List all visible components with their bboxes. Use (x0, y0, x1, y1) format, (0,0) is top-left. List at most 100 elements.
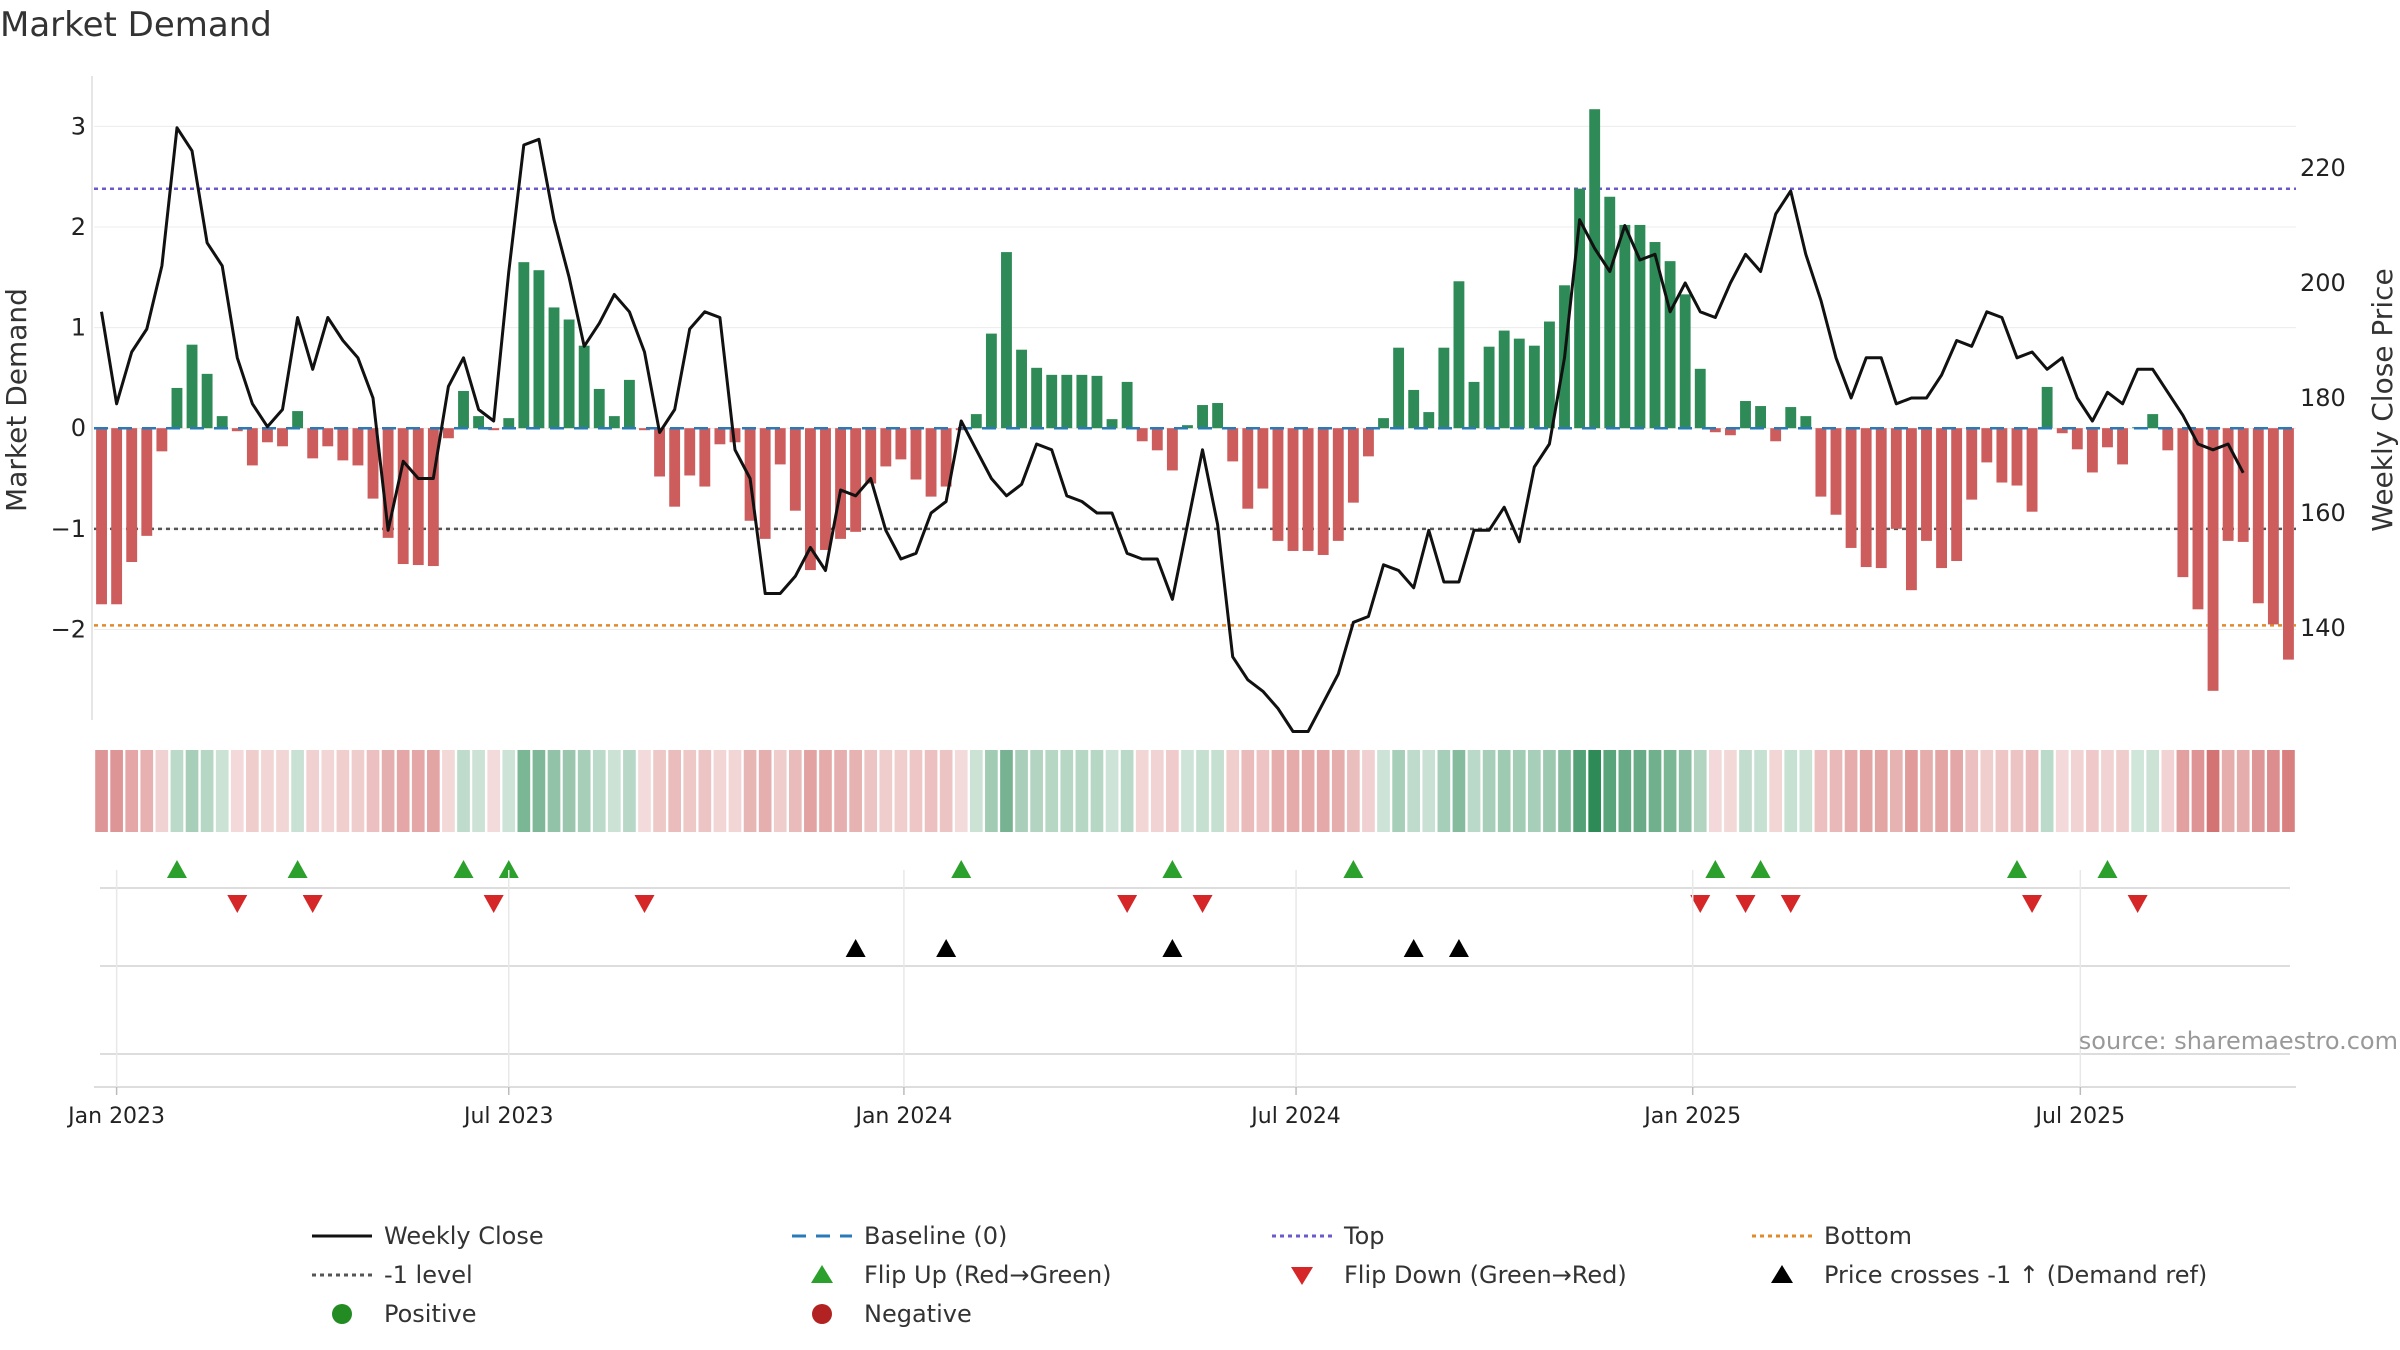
heat-cell (1648, 750, 1662, 832)
demand-bar (1016, 349, 1027, 429)
demand-bar (458, 390, 469, 429)
demand-bar (1136, 428, 1148, 442)
demand-bar (352, 428, 364, 466)
demand-bar (2071, 428, 2083, 450)
heat-cell (1874, 750, 1888, 832)
demand-bar (216, 416, 228, 429)
demand-bar (1709, 428, 1721, 433)
demand-bar (397, 428, 409, 565)
heat-cell (2251, 750, 2265, 832)
demand-bar (292, 411, 304, 429)
heat-cell (321, 750, 335, 832)
heat-cell (487, 750, 501, 832)
legend-label: Price crosses -1 ↑ (Demand ref) (1824, 1261, 2207, 1289)
heat-cell (1331, 750, 1345, 832)
heat-cell (140, 750, 154, 832)
flip-down-marker (2022, 895, 2043, 913)
heat-cell (351, 750, 365, 832)
demand-bar (1363, 428, 1374, 457)
demand-bar (1302, 428, 1314, 551)
demand-bar (1453, 281, 1465, 429)
demand-bar (1393, 347, 1405, 429)
demand-bar (1905, 428, 1917, 591)
heat-cell (1392, 750, 1405, 832)
heat-cell (1422, 750, 1436, 832)
flip-up-marker (951, 860, 972, 878)
heat-cell (230, 750, 244, 832)
demand-bar (1604, 196, 1616, 429)
demand-bar (2056, 428, 2068, 434)
legend-label: Flip Up (Red→Green) (864, 1261, 1112, 1289)
heat-cell (1543, 750, 1556, 832)
demand-bar (1287, 428, 1299, 551)
price-cross-marker (1448, 939, 1469, 957)
demand-bar (186, 344, 198, 429)
heat-cell (1090, 750, 1104, 832)
demand-bar (1498, 330, 1510, 429)
heat-cell (1965, 750, 1979, 832)
heat-cell (1950, 750, 1963, 832)
demand-bar (804, 428, 816, 571)
legend-symbol (812, 1304, 832, 1324)
heat-cell (1362, 750, 1375, 832)
demand-bar (2283, 428, 2294, 660)
heat-cell (1603, 750, 1617, 832)
heat-cell (713, 750, 727, 832)
heat-cell (502, 750, 516, 832)
y-axis-left-label: Market Demand (0, 288, 33, 512)
demand-bar (759, 428, 771, 539)
heat-cell (1030, 750, 1043, 832)
demand-bar (1589, 109, 1601, 429)
heat-cell (1709, 750, 1722, 832)
heat-cell (276, 750, 289, 832)
demand-bar (744, 428, 756, 521)
flip-down-marker (1192, 895, 1213, 913)
price-cross-marker (936, 939, 957, 957)
heat-cell (698, 750, 712, 832)
demand-bar (895, 428, 907, 460)
demand-bar (1347, 428, 1359, 503)
demand-bar (608, 416, 620, 429)
demand-bar (1890, 428, 1902, 529)
heat-cell (2055, 750, 2069, 832)
heat-cell (1889, 750, 1903, 832)
heat-cell (804, 750, 817, 832)
flip-up-marker (453, 860, 474, 878)
demand-bar (337, 428, 349, 461)
flip-down-marker (1780, 895, 1801, 913)
flip-up-marker (287, 860, 308, 878)
demand-bar (1996, 428, 2008, 483)
heat-cell (2206, 750, 2220, 832)
heat-cell (834, 750, 847, 832)
demand-bar (2207, 428, 2219, 691)
demand-bar (1724, 428, 1736, 436)
heat-cell (1588, 750, 1602, 832)
heat-cell (427, 750, 440, 832)
demand-bar (548, 307, 560, 429)
source-credit: source: sharemaestro.com (2079, 1027, 2398, 1055)
flip-up-marker (166, 860, 187, 878)
demand-bar (1875, 428, 1887, 569)
left-tick-label: 0 (71, 414, 86, 442)
demand-bar (1242, 428, 1254, 509)
heat-cell (1377, 750, 1390, 832)
legend-label: Negative (864, 1300, 972, 1328)
heat-cell (2010, 750, 2024, 832)
legend-symbol (811, 1265, 833, 1283)
demand-bar (382, 428, 394, 538)
demand-bar (2011, 428, 2023, 486)
demand-bar (443, 428, 454, 439)
heat-cell (2221, 750, 2235, 832)
weekly-close-polyline (100, 126, 2245, 733)
heat-cell (246, 750, 259, 832)
heat-cell (1829, 750, 1843, 832)
demand-bar (1272, 428, 1284, 541)
x-tick-label: Jul 2024 (1249, 1104, 1341, 1129)
heat-cell (442, 750, 455, 832)
demand-bar (1649, 242, 1661, 429)
demand-bar (141, 428, 153, 536)
heat-cell (291, 750, 304, 832)
demand-bar (1182, 425, 1193, 429)
demand-bar (246, 428, 258, 466)
reference-levels (94, 187, 2296, 627)
